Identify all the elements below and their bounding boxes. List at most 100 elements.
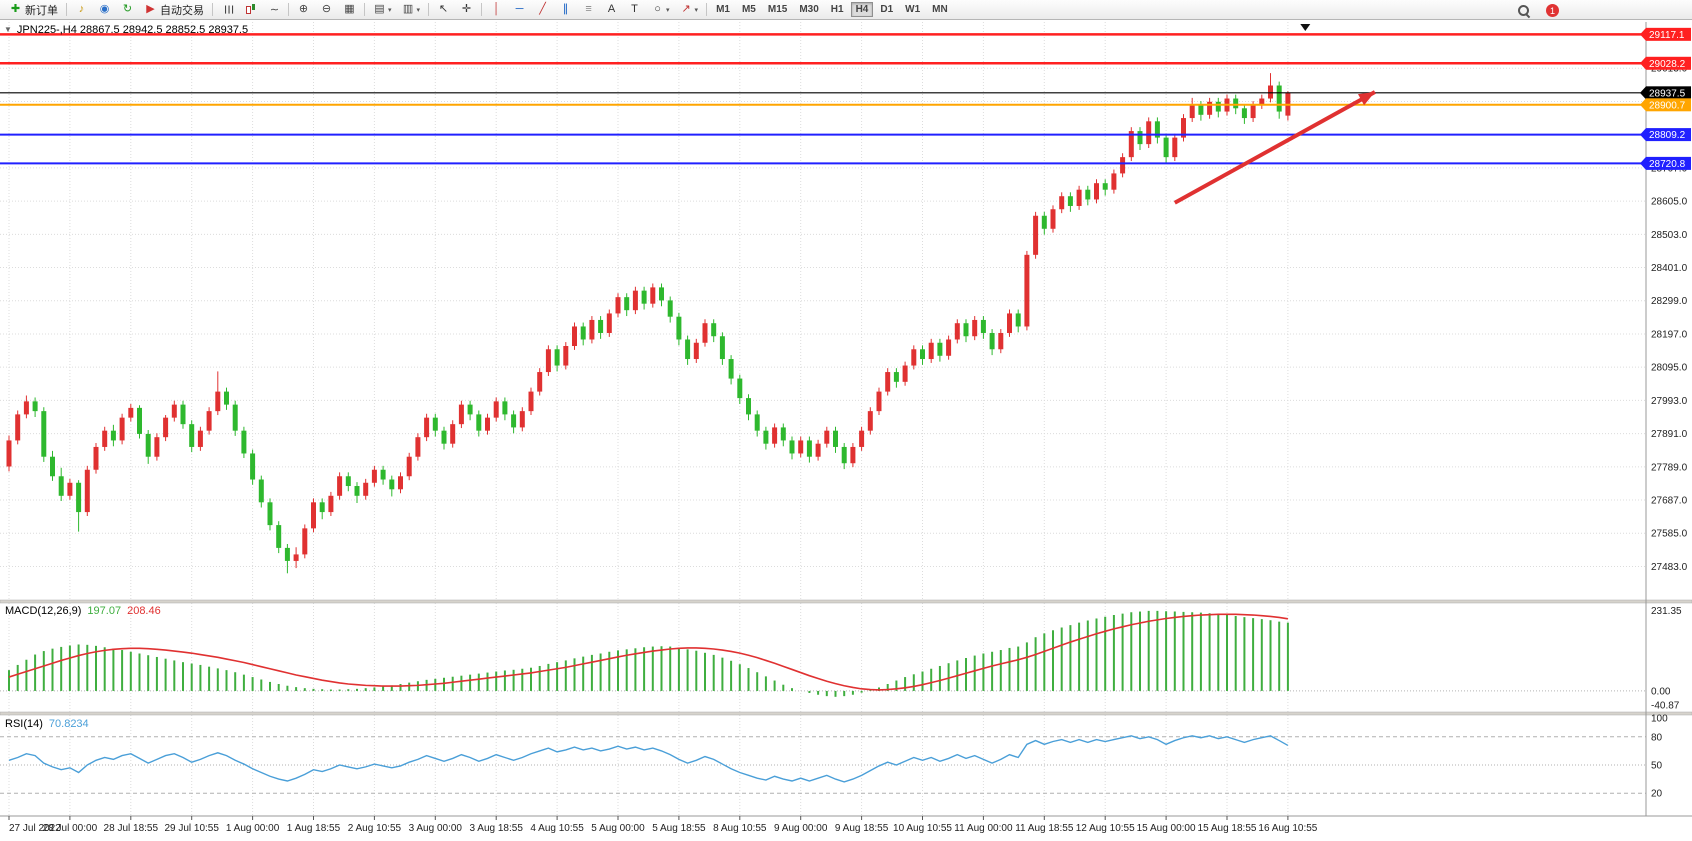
price-badge-label: 28720.8 [1649,159,1686,170]
crosshair-button[interactable]: ✛ [456,1,477,18]
candle-body [650,287,656,304]
new-chart-button[interactable]: ▤ ▾ [369,1,396,18]
candle-body [841,446,847,464]
candle-icon [244,3,257,16]
tile-windows-button[interactable]: ▦ [339,1,360,18]
refresh-button[interactable]: ↻ [117,1,138,18]
timeframe-button-M5[interactable]: M5 [737,2,761,17]
panel-divider[interactable] [0,599,1692,604]
new-order-button[interactable]: ✚ 新订单 [5,1,62,18]
time-axis-label: 4 Aug 10:55 [530,823,584,834]
trendline-button[interactable]: ╱ [532,1,553,18]
crosshair-icon: ✛ [461,3,472,15]
candle-body [859,430,865,447]
horizontal-line-button[interactable]: ─ [509,1,530,18]
candle-body [1024,254,1030,327]
shapes-button[interactable]: ○ ▾ [647,1,674,18]
candle-body [1276,85,1282,112]
fibonacci-button[interactable]: ≡ [578,1,599,18]
candle-body [1120,157,1126,174]
timeframe-button-W1[interactable]: W1 [900,2,925,17]
price-badge-notch [1640,86,1646,100]
candle-body [1033,215,1039,255]
candle-body [885,372,891,392]
candle-body [772,427,778,444]
autotrading-button[interactable]: ▶ 自动交易 [140,1,208,18]
price-badge-label: 29117.1 [1649,30,1685,41]
candle-body [963,323,969,337]
candle-body [763,430,769,444]
candle-body [1198,105,1204,115]
new-order-icon: ✚ [10,3,21,15]
price-badge-label: 28900.7 [1649,100,1686,111]
candle-body [232,404,238,431]
candle-body [1050,209,1056,229]
candle-body [250,453,256,480]
text-button[interactable]: A [601,1,622,18]
arrows-button[interactable]: ↗ ▾ [676,1,703,18]
time-axis-label: 1 Aug 00:00 [226,823,280,834]
bar-chart-button[interactable]: ☰ [217,1,238,18]
price-badge [1646,86,1691,100]
candle-body [76,482,82,513]
notification-badge[interactable]: 1 [1542,2,1563,19]
candle-body [1207,101,1213,115]
candle-body [476,414,482,431]
zoom-in-button[interactable]: ⊕ [293,1,314,18]
candle-body [798,440,804,454]
community-button[interactable]: ◉ [94,1,115,18]
trend-arrowhead[interactable] [1358,92,1375,106]
rsi-indicator-label: RSI(14) 70.8234 [5,718,89,730]
sound-alert-button[interactable]: ♪ [71,1,92,18]
refresh-icon: ↻ [122,3,133,15]
candle-body [128,407,134,418]
timeframe-button-M15[interactable]: M15 [763,2,792,17]
zoom-out-button[interactable]: ⊖ [316,1,337,18]
timeframe-button-D1[interactable]: D1 [875,2,898,17]
candle-body [806,440,812,457]
line-chart-button[interactable]: ≀ [263,1,284,18]
profiles-button[interactable]: ▥ ▾ [398,1,425,18]
timeframe-button-H1[interactable]: H1 [826,2,849,17]
price-badge [1646,98,1691,112]
candle-body [554,349,560,366]
candle-body [606,313,612,333]
candle-body [258,479,264,503]
timeframe-button-M30[interactable]: M30 [794,2,823,17]
autotrade-icon: ▶ [146,3,155,15]
time-axis-label: 3 Aug 18:55 [470,823,524,834]
panel-divider[interactable] [0,711,1692,716]
time-axis-label: 12 Aug 10:55 [1076,823,1135,834]
candle-body [685,339,691,360]
time-axis-label: 28 Jul 18:55 [104,823,159,834]
macd-title: MACD(12,26,9) [5,605,82,617]
price-axis-label: 27993.0 [1651,396,1688,407]
candle-body [667,300,673,317]
candle-body [528,391,534,412]
trend-arrow[interactable] [1173,90,1376,205]
search-button[interactable] [1513,2,1534,19]
rsi-title: RSI(14) [5,718,43,730]
candle-body [15,414,21,441]
channel-button[interactable]: ∥ [555,1,576,18]
one-click-collapse-icon[interactable]: ▼ [4,25,12,34]
price-badge [1646,156,1691,170]
time-axis-label: 11 Aug 00:00 [954,823,1013,834]
timeframe-button-M1[interactable]: M1 [711,2,735,17]
timeframe-button-MN[interactable]: MN [927,2,953,17]
candlestick-chart-button[interactable] [240,1,261,18]
cursor-button[interactable]: ↖ [433,1,454,18]
candle-body [998,332,1004,350]
candle-body [615,297,621,314]
timeframe-button-H4[interactable]: H4 [850,2,874,17]
candle-body [93,446,99,470]
vertical-line-button[interactable]: │ [486,1,507,18]
candle-body [206,411,212,431]
candle-body [511,414,517,428]
label-button[interactable]: T [624,1,645,18]
toolbar-right-group: 1 [1512,2,1564,19]
candle-body [632,290,638,311]
price-badge-notch [1640,156,1646,170]
